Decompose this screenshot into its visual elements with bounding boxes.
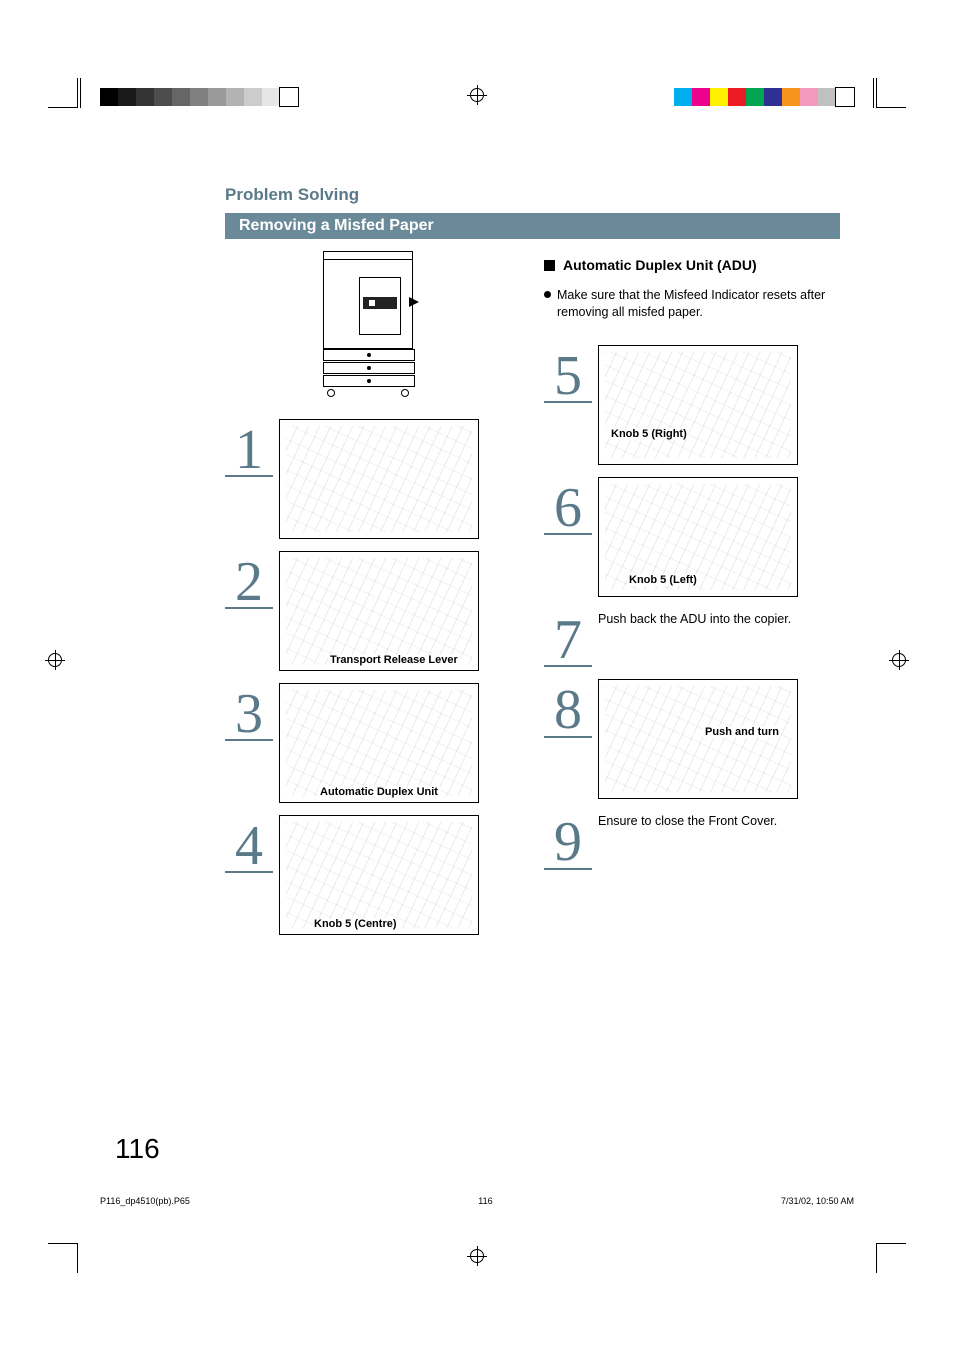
step-number: 7 bbox=[544, 615, 592, 665]
step-number: 8 bbox=[544, 685, 592, 735]
adu-heading-text: Automatic Duplex Unit (ADU) bbox=[563, 257, 757, 273]
step-illustration: Knob 5 (Right) bbox=[598, 345, 798, 465]
footer-datetime: 7/31/02, 10:50 AM bbox=[781, 1196, 854, 1206]
step-illustration: Knob 5 (Centre) bbox=[279, 815, 479, 935]
step-illustration: Transport Release Lever bbox=[279, 551, 479, 671]
step-4: 4 Knob 5 (Centre) bbox=[225, 809, 520, 941]
step-number: 4 bbox=[225, 821, 273, 871]
crop-mark-top-right-inner bbox=[873, 78, 874, 108]
right-column: Automatic Duplex Unit (ADU) Make sure th… bbox=[544, 253, 839, 941]
subsection-bar: Removing a Misfed Paper bbox=[225, 213, 840, 239]
adu-heading: Automatic Duplex Unit (ADU) bbox=[544, 257, 839, 273]
section-title: Problem Solving bbox=[225, 185, 840, 205]
crop-mark-bottom-right bbox=[876, 1243, 906, 1273]
registration-mark-bottom bbox=[467, 1246, 487, 1266]
print-footer: P116_dp4510(pb).P65 116 7/31/02, 10:50 A… bbox=[100, 1196, 854, 1206]
step-number: 6 bbox=[544, 483, 592, 533]
illustration-caption: Push and turn bbox=[703, 726, 781, 738]
step-illustration: Knob 5 (Left) bbox=[598, 477, 798, 597]
footer-page: 116 bbox=[478, 1196, 492, 1206]
step-text: Push back the ADU into the copier. bbox=[598, 609, 839, 628]
crop-mark-top-right bbox=[876, 78, 906, 108]
square-bullet-icon bbox=[544, 260, 555, 271]
step-number: 9 bbox=[544, 817, 592, 867]
color-bar-colors bbox=[674, 88, 854, 106]
crop-mark-top-left-inner bbox=[80, 78, 81, 108]
registration-mark-left bbox=[45, 650, 65, 670]
adu-note-text: Make sure that the Misfeed Indicator res… bbox=[557, 287, 839, 321]
footer-filename: P116_dp4510(pb).P65 bbox=[100, 1196, 190, 1206]
step-3: 3 Automatic Duplex Unit bbox=[225, 677, 520, 809]
adu-note: Make sure that the Misfeed Indicator res… bbox=[544, 287, 839, 321]
step-6: 6 Knob 5 (Left) bbox=[544, 471, 839, 603]
illustration-caption: Automatic Duplex Unit bbox=[318, 786, 440, 798]
circle-bullet-icon bbox=[544, 291, 551, 298]
illustration-caption: Knob 5 (Centre) bbox=[312, 918, 399, 930]
illustration-caption: Knob 5 (Right) bbox=[609, 428, 689, 440]
step-number: 3 bbox=[225, 689, 273, 739]
page-number: 116 bbox=[115, 1133, 160, 1165]
page-content: Problem Solving Removing a Misfed Paper … bbox=[115, 185, 840, 1165]
content-columns: 1 2 Transport Release Lever 3 Automatic Dupl… bbox=[225, 253, 840, 941]
crop-mark-top-left bbox=[48, 78, 78, 108]
illustration-caption: Knob 5 (Left) bbox=[627, 574, 699, 586]
step-9: 9 Ensure to close the Front Cover. bbox=[544, 805, 839, 875]
copier-overview-figure bbox=[313, 253, 433, 403]
registration-mark-right bbox=[889, 650, 909, 670]
step-5: 5 Knob 5 (Right) bbox=[544, 339, 839, 471]
step-text: Ensure to close the Front Cover. bbox=[598, 811, 839, 830]
step-2: 2 Transport Release Lever bbox=[225, 545, 520, 677]
color-bar-grayscale bbox=[100, 88, 298, 106]
illustration-caption: Transport Release Lever bbox=[328, 654, 460, 666]
crop-mark-bottom-left bbox=[48, 1243, 78, 1273]
step-number: 2 bbox=[225, 557, 273, 607]
step-illustration bbox=[279, 419, 479, 539]
step-7: 7 Push back the ADU into the copier. bbox=[544, 603, 839, 673]
left-column: 1 2 Transport Release Lever 3 Automatic Dupl… bbox=[225, 253, 520, 941]
step-number: 5 bbox=[544, 351, 592, 401]
step-8: 8 Push and turn bbox=[544, 673, 839, 805]
step-number: 1 bbox=[225, 425, 273, 475]
step-1: 1 bbox=[225, 413, 520, 545]
registration-mark-top bbox=[467, 85, 487, 105]
step-illustration: Push and turn bbox=[598, 679, 798, 799]
step-illustration: Automatic Duplex Unit bbox=[279, 683, 479, 803]
